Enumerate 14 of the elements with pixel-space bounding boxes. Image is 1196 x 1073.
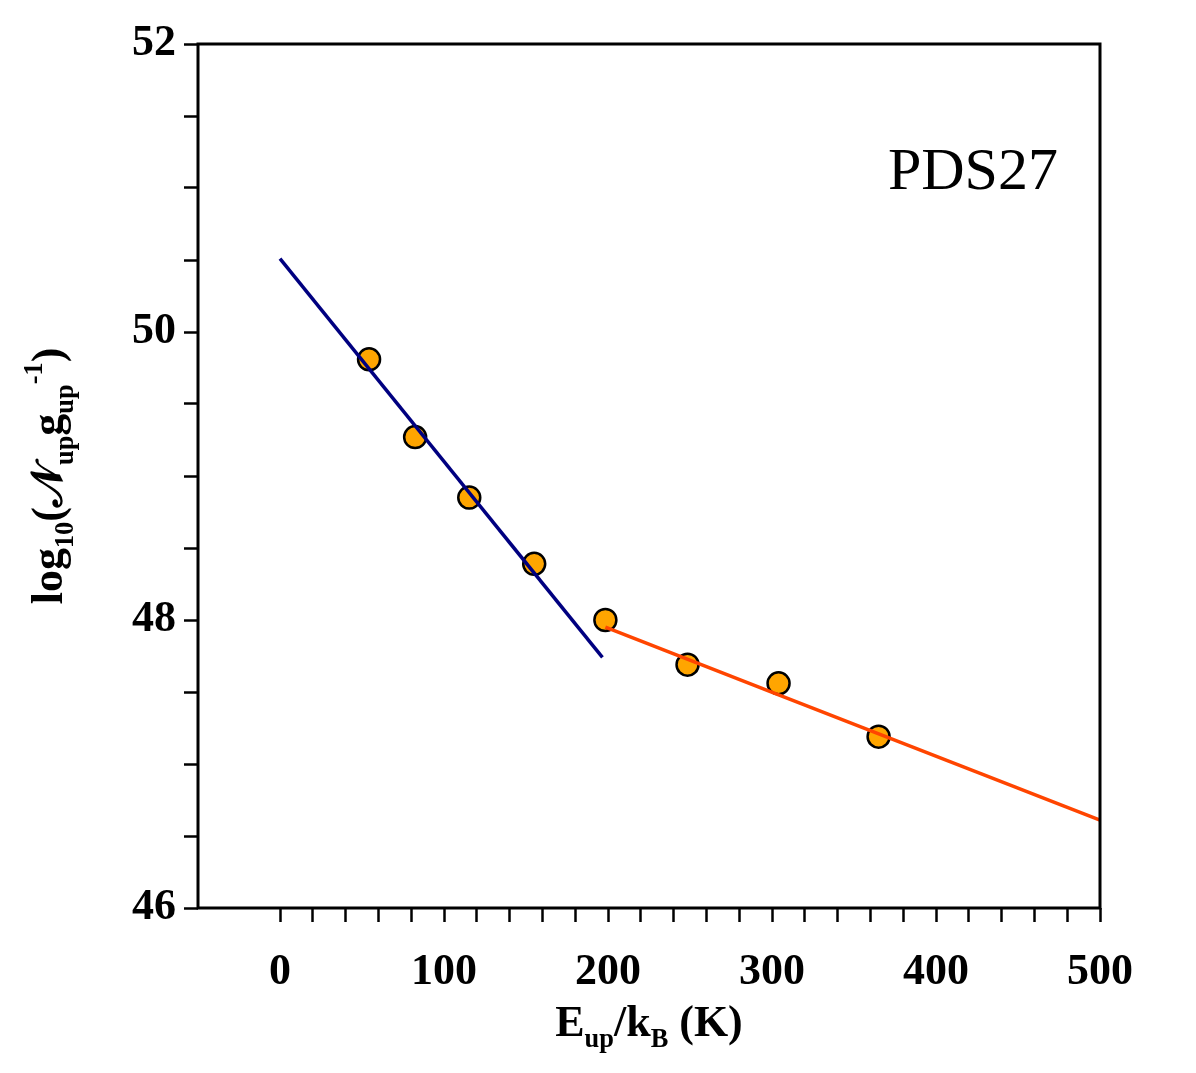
y-tick-label: 48	[132, 592, 176, 642]
y-tick-label: 46	[132, 880, 176, 930]
x-tick-label: 200	[575, 944, 641, 994]
annotation: PDS27	[887, 136, 1058, 202]
point	[593, 607, 618, 633]
x-tick-label: 100	[411, 944, 477, 994]
x-tick-label: 400	[903, 944, 969, 994]
y-tick-label: 50	[132, 304, 176, 354]
x-tick-label: 500	[1067, 944, 1133, 994]
point	[766, 671, 791, 696]
y-axis-title: log10(𝒩upgup-1)	[18, 347, 79, 605]
y-tick-label: 52	[132, 16, 176, 66]
x-tick-label: 0	[269, 944, 291, 994]
x-tick-label: 300	[739, 944, 805, 994]
